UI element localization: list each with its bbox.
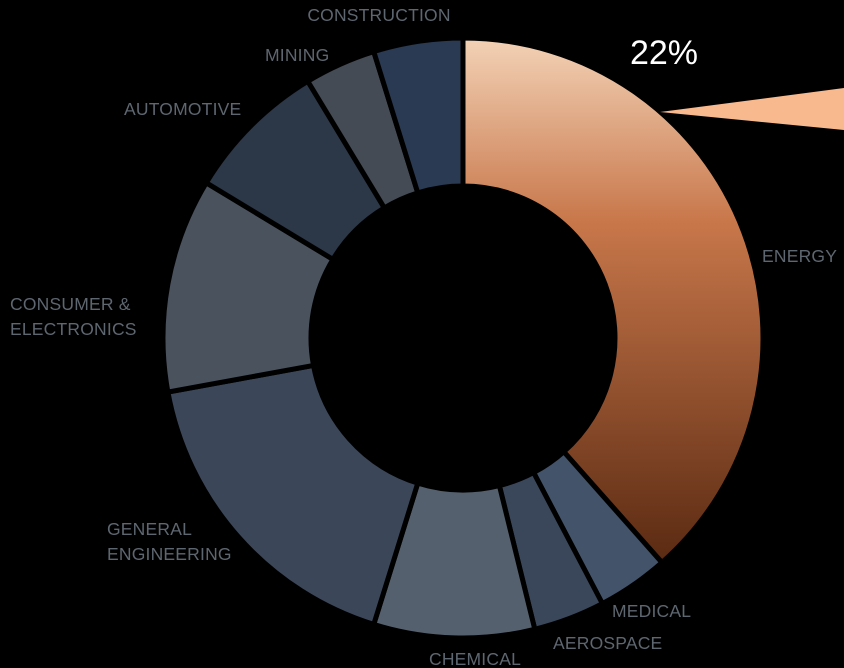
- donut-segments: [160, 35, 766, 641]
- label-construction: CONSTRUCTION: [307, 5, 450, 25]
- label-general-engineering: GENERAL ENGINEERING: [107, 519, 232, 564]
- segment-construction: [370, 35, 466, 197]
- segment-labels: ENERGY MEDICAL AEROSPACE CHEMICAL GENERAL ENG…: [10, 5, 837, 668]
- highlight-pointer: [660, 88, 844, 130]
- label-mining: MINING: [265, 45, 329, 65]
- label-medical: MEDICAL: [612, 601, 691, 621]
- label-chemical: CHEMICAL: [429, 649, 521, 668]
- segment-energy: [460, 35, 766, 567]
- label-energy: ENERGY: [762, 246, 837, 266]
- label-automotive: AUTOMOTIVE: [124, 99, 241, 119]
- label-consumer-and-electronics: CONSUMER & ELECTRONICS: [10, 294, 137, 339]
- highlight-percent-label: 22%: [630, 34, 698, 72]
- label-aerospace: AEROSPACE: [553, 633, 662, 653]
- segment-general-engineering: [165, 362, 421, 628]
